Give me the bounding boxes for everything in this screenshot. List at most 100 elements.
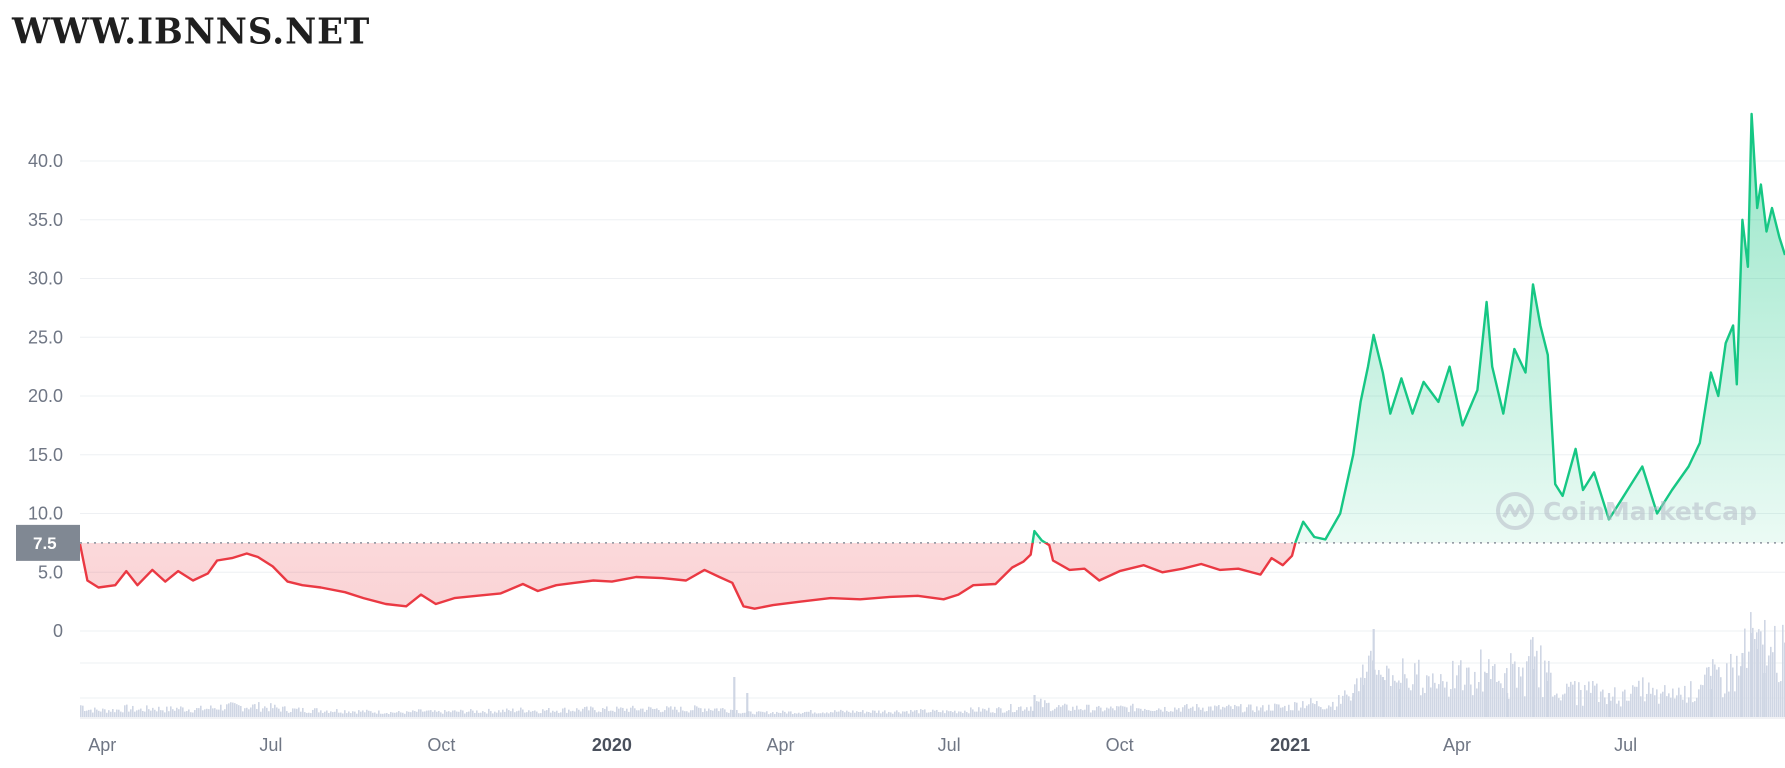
volume-spike: [733, 677, 736, 717]
volume-bar: [230, 702, 232, 717]
volume-bar: [466, 712, 468, 717]
volume-bar: [182, 707, 184, 717]
volume-bar: [1648, 682, 1650, 717]
volume-bar: [700, 708, 702, 717]
x-tick-label: Apr: [767, 735, 795, 755]
volume-bar: [1338, 695, 1340, 717]
volume-bar: [506, 708, 508, 717]
volume-bar: [844, 712, 846, 717]
volume-bar: [1060, 706, 1062, 717]
volume-bar: [490, 711, 492, 717]
volume-bar: [1498, 680, 1500, 717]
volume-bar: [1076, 705, 1078, 717]
volume-bar: [738, 713, 740, 717]
volume-bar: [1120, 705, 1122, 717]
volume-bar: [222, 710, 224, 717]
volume-bar: [150, 710, 152, 717]
volume-bar: [642, 708, 644, 717]
volume-bar: [162, 710, 164, 717]
volume-bar: [104, 709, 106, 717]
volume-bar: [100, 711, 102, 717]
volume-bar: [1456, 675, 1458, 717]
volume-bar: [1428, 676, 1430, 717]
volume-bar: [1612, 696, 1614, 717]
volume-bar: [218, 709, 220, 717]
volume-bar: [1406, 678, 1408, 717]
x-tick-label: Apr: [88, 735, 116, 755]
volume-bar: [80, 705, 82, 717]
volume-bar: [1106, 707, 1108, 717]
volume-bar: [550, 712, 552, 717]
volume-bar: [954, 710, 956, 717]
volume-bar: [542, 709, 544, 717]
volume-bar: [388, 714, 390, 717]
volume-bar: [1528, 656, 1530, 717]
volume-bar: [350, 713, 352, 717]
price-line-up: [1031, 112, 1785, 543]
volume-bar: [1660, 693, 1662, 717]
volume-bar: [910, 709, 912, 717]
volume-bar: [408, 711, 410, 717]
volume-bar: [1588, 681, 1590, 717]
volume-bar: [514, 712, 516, 717]
volume-bar: [856, 711, 858, 717]
volume-bar: [1732, 667, 1734, 717]
volume-bar: [668, 707, 670, 717]
volume-bar: [824, 713, 826, 717]
volume-bar: [1606, 704, 1608, 717]
volume-bar: [740, 713, 742, 717]
volume-bar: [854, 712, 856, 717]
volume-bar: [1108, 708, 1110, 717]
volume-bar: [1228, 704, 1230, 717]
volume-bar: [330, 711, 332, 717]
volume-bar: [1114, 710, 1116, 717]
volume-bar: [178, 709, 180, 717]
volume-bar: [1584, 685, 1586, 717]
volume-bar: [280, 711, 282, 717]
volume-bar: [838, 711, 840, 717]
volume-bar: [1764, 619, 1766, 717]
volume-bar: [1346, 694, 1348, 717]
volume-bar: [1580, 689, 1582, 717]
volume-bar: [210, 705, 212, 717]
volume-bar: [1746, 667, 1748, 717]
volume-bar: [1460, 660, 1462, 717]
volume-bar: [756, 711, 758, 717]
volume-bar: [1664, 685, 1666, 717]
volume-bar: [242, 711, 244, 717]
volume-bar: [1724, 693, 1726, 717]
volume-bar: [1562, 694, 1564, 717]
volume-bar: [158, 706, 160, 717]
volume-bar: [1322, 709, 1324, 717]
volume-bar: [932, 709, 934, 717]
volume-bar: [1596, 683, 1598, 717]
volume-bar: [646, 709, 648, 717]
volume-bar: [1450, 689, 1452, 717]
volume-bar: [1544, 660, 1546, 717]
volume-bar: [1038, 701, 1040, 717]
volume-bar: [1564, 693, 1566, 717]
volume-bar: [1734, 691, 1736, 717]
volume-bar: [928, 712, 930, 717]
volume-bar: [1676, 695, 1678, 717]
volume-bar: [1662, 691, 1664, 717]
volume-bar: [1594, 685, 1596, 717]
volume-bar: [226, 704, 228, 717]
volume-bar: [1230, 706, 1232, 717]
volume-bar: [958, 711, 960, 717]
volume-bar: [1424, 693, 1426, 717]
volume-bar: [1462, 690, 1464, 717]
volume-bar: [1374, 669, 1376, 717]
volume-bar: [842, 710, 844, 717]
volume-bar: [812, 713, 814, 717]
volume-bar: [396, 712, 398, 717]
volume-bar: [1376, 674, 1378, 717]
volume-bar: [248, 709, 250, 717]
volume-bar: [942, 710, 944, 717]
volume-bar: [1010, 704, 1012, 717]
volume-bar: [366, 709, 368, 717]
volume-bar: [1214, 705, 1216, 717]
volume-bar: [632, 705, 634, 717]
volume-bar: [276, 707, 278, 717]
volume-bar: [1452, 660, 1454, 717]
